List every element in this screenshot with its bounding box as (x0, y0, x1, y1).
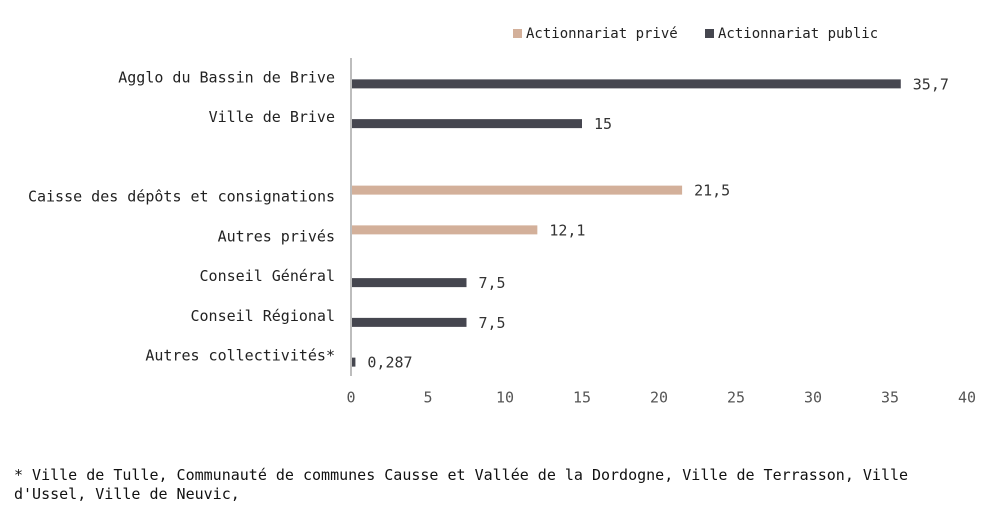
legend-label: Actionnariat public (718, 26, 878, 42)
y-tick-label: Conseil Régional (191, 307, 336, 325)
data-label: 0,287 (367, 354, 412, 372)
legend-swatch (513, 29, 522, 38)
footnote: * Ville de Tulle, Communauté de communes… (14, 466, 909, 503)
y-tick-label: Agglo du Bassin de Brive (118, 68, 335, 86)
x-tick-label: 30 (804, 389, 822, 407)
data-label: 21,5 (694, 182, 730, 200)
bar (351, 185, 683, 195)
data-label: 7,5 (479, 274, 506, 292)
bar (351, 357, 356, 367)
x-tick-label: 20 (650, 389, 668, 407)
x-tick-label: 15 (573, 389, 591, 407)
legend-swatch (705, 29, 714, 38)
x-tick-label: 35 (881, 389, 899, 407)
x-tick-label: 5 (423, 389, 432, 407)
data-label: 15 (594, 115, 612, 133)
y-tick-label: Autres privés (218, 227, 335, 245)
bar (351, 317, 467, 327)
bar (351, 225, 538, 235)
y-tick-label: Caisse des dépôts et consignations (28, 188, 335, 206)
data-label: 7,5 (479, 314, 506, 332)
x-tick-label: 0 (346, 389, 355, 407)
bar (351, 119, 582, 129)
y-tick-label: Conseil Général (200, 267, 335, 285)
y-tick-label: Autres collectivités* (145, 347, 335, 365)
bar (351, 79, 901, 89)
data-label: 35,7 (913, 75, 949, 93)
bar (351, 278, 467, 288)
y-tick-label: Ville de Brive (209, 108, 335, 126)
legend-label: Actionnariat privé (526, 26, 678, 42)
x-tick-label: 25 (727, 389, 745, 407)
chart: Actionnariat privé Actionnariat public 0 5 1… (28, 26, 976, 407)
x-tick-label: 40 (958, 389, 976, 407)
data-label: 12,1 (549, 221, 585, 239)
x-tick-label: 10 (496, 389, 514, 407)
